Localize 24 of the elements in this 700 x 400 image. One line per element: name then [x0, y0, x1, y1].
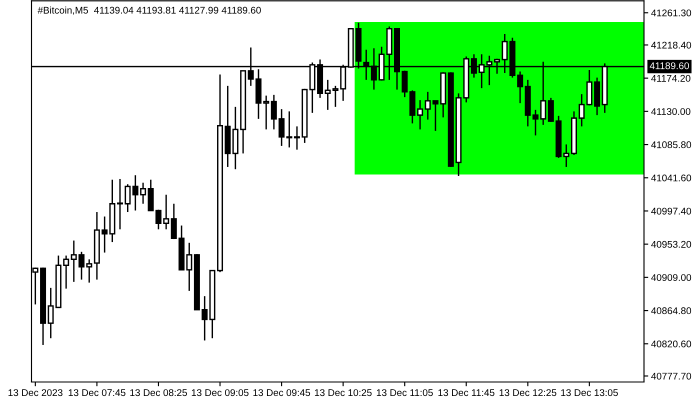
y-tick-label: 40909.00	[651, 274, 692, 281]
x-tick-label: 13 Dec 10:25	[314, 389, 372, 396]
x-tick-label: 13 Dec 12:25	[500, 389, 556, 396]
y-tick-label: 40820.60	[651, 340, 692, 348]
x-tick-label: 13 Dec 09:05	[192, 389, 249, 396]
y-tick-label: 41261.30	[651, 9, 692, 16]
y-tick-label: 41218.40	[651, 42, 692, 49]
x-tick-label: 13 Dec 11:05	[376, 389, 433, 396]
y-tick-label: 40864.80	[651, 307, 692, 314]
x-tick-label: 13 Dec 2023	[8, 389, 62, 396]
y-tick-label: 41174.20	[651, 74, 690, 82]
x-tick-label: 13 Dec 13:05	[561, 389, 618, 396]
y-tick-label: 41085.80	[651, 141, 692, 148]
y-tick-label: 40997.40	[651, 208, 692, 215]
x-tick-label: 13 Dec 08:25	[130, 389, 187, 396]
y-tick-label: 41041.60	[651, 174, 692, 182]
y-tick-label: 40777.70	[651, 372, 692, 380]
x-tick-label: 13 Dec 09:45	[253, 389, 310, 396]
y-tick-label: 41130.00	[651, 108, 690, 115]
x-tick-label: 13 Dec 11:45	[438, 389, 494, 396]
text: #Bitcoin,M5 41139.04 41193.81 41127.99 41189.60	[38, 6, 261, 15]
x-tick-label: 13 Dec 07:45	[68, 389, 126, 396]
y-tick-label: 40953.20	[651, 240, 692, 248]
ref-line-label: 41189.60	[650, 62, 690, 70]
